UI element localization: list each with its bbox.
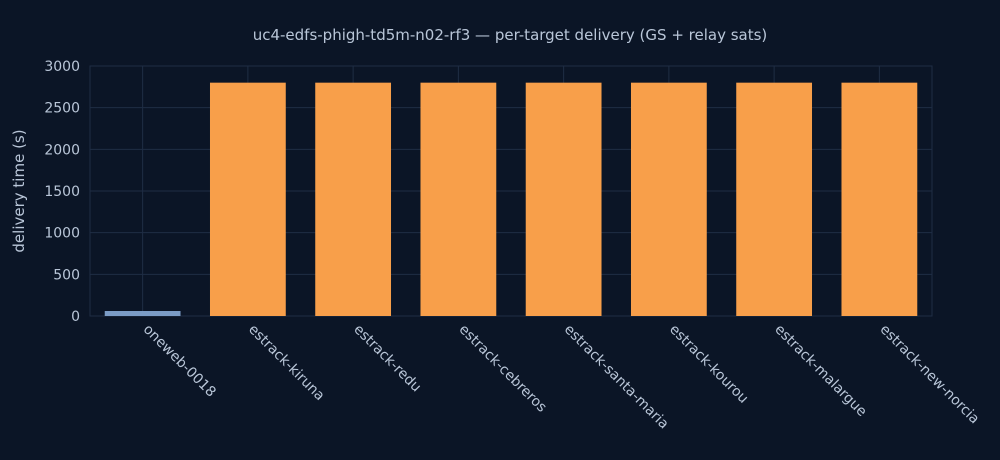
y-tick-label: 500 — [53, 267, 80, 283]
bar — [420, 82, 497, 317]
bars — [104, 82, 918, 317]
bar — [630, 82, 707, 317]
y-tick-label: 2000 — [44, 142, 80, 158]
y-tick-label: 0 — [71, 309, 80, 325]
y-tick-label: 1500 — [44, 184, 80, 200]
bar — [209, 82, 286, 317]
x-tick-label: estrack-santa-maria — [561, 322, 672, 433]
x-tick-label: estrack-redu — [350, 322, 424, 396]
x-tick-label: oneweb-0018 — [140, 322, 219, 401]
x-axis-ticks: oneweb-0018 estrack-kiruna estrack-redu est… — [140, 322, 983, 433]
bar — [736, 82, 813, 317]
bar — [104, 311, 181, 316]
y-axis-label: delivery time (s) — [10, 129, 28, 252]
x-tick-label: estrack-kiruna — [245, 322, 327, 404]
bar — [315, 82, 392, 317]
y-tick-label: 1000 — [44, 226, 80, 242]
bar — [525, 82, 602, 317]
x-tick-label: estrack-malargue — [771, 322, 869, 420]
y-tick-label: 2500 — [44, 101, 80, 117]
chart-title: uc4-edfs-phigh-td5m-n02-rf3 — per-target… — [253, 26, 768, 44]
x-tick-label: estrack-kourou — [666, 322, 751, 407]
y-axis-ticks: 0 500 1000 1500 2000 2500 3000 — [44, 59, 80, 325]
y-tick-label: 3000 — [44, 59, 80, 75]
x-tick-label: estrack-cebreros — [456, 322, 550, 416]
bar — [841, 82, 918, 317]
x-tick-label: estrack-new-norcia — [877, 322, 983, 428]
